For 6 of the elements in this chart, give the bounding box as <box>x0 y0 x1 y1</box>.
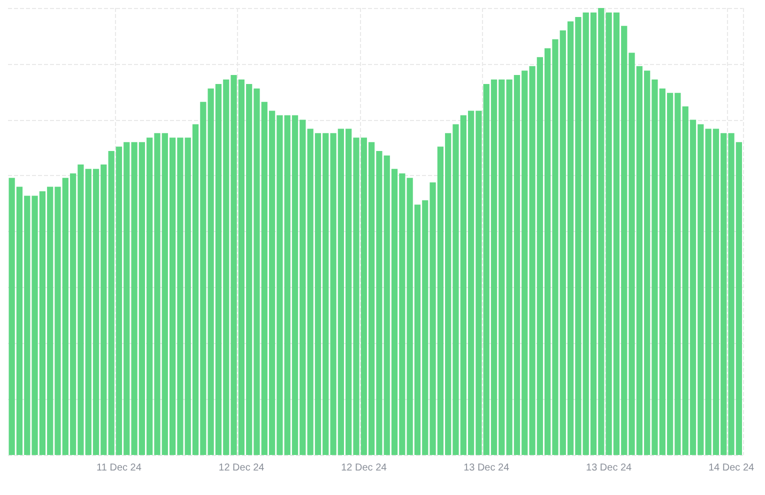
x-tick-label: 13 Dec 24 <box>586 462 632 474</box>
x-tick-label: 14 Dec 24 <box>708 462 755 474</box>
x-tick-label: 11 Dec 24 <box>96 462 142 474</box>
x-tick-label: 12 Dec 24 <box>218 462 265 474</box>
x-tick-label: 12 Dec 24 <box>341 462 388 474</box>
x-tick-label: 13 Dec 24 <box>464 462 510 474</box>
